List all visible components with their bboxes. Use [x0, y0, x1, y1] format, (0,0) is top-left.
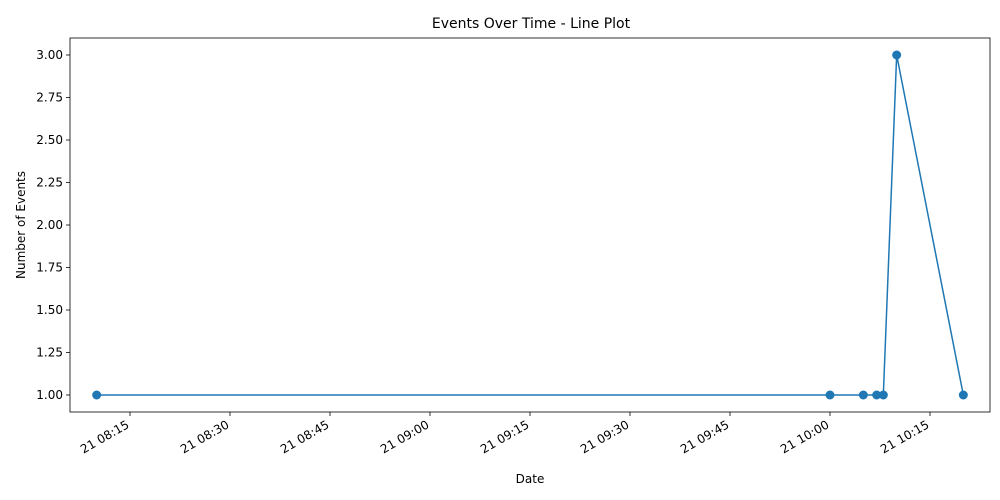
data-point [858, 390, 868, 400]
series-line [96, 54, 965, 396]
x-tick-label: 21 10:00 [778, 417, 831, 456]
data-point [958, 390, 968, 400]
y-axis-title: Number of Events [14, 171, 28, 279]
plot-border [69, 37, 991, 413]
x-tick-label: 21 09:30 [578, 417, 631, 456]
x-tick-label: 21 10:15 [878, 417, 931, 456]
data-point [872, 390, 882, 400]
x-tick-label: 21 08:45 [278, 417, 331, 456]
data-point [892, 50, 902, 60]
data-point [825, 390, 835, 400]
data-point [878, 390, 888, 400]
data-point [92, 390, 102, 400]
x-tick-label: 21 09:45 [678, 417, 731, 456]
y-tick-label: 2.25 [36, 176, 63, 190]
x-tick-label: 21 08:30 [178, 417, 231, 456]
x-tick-label: 21 09:00 [378, 417, 431, 456]
y-tick-label: 1.50 [36, 303, 63, 317]
chart-title: Events Over Time - Line Plot [432, 16, 631, 32]
y-tick-label: 2.00 [36, 218, 63, 232]
x-axis-title: Date [516, 472, 545, 486]
y-tick-label: 2.50 [36, 133, 63, 147]
y-tick-label: 1.00 [36, 388, 63, 402]
y-tick-label: 2.75 [36, 91, 63, 105]
y-tick-label: 1.25 [36, 346, 63, 360]
y-tick-label: 3.00 [36, 48, 63, 62]
x-tick-label: 21 09:15 [478, 417, 531, 456]
x-tick-label: 21 08:15 [78, 417, 131, 456]
plot-frame [69, 37, 991, 413]
y-axis: 1.00 1.25 1.50 1.75 2.00 2.25 2.50 2.75 3.00 [36, 48, 70, 402]
x-axis: 21 08:15 21 08:30 21 08:45 21 09:00 21 09:15… [78, 412, 932, 456]
series-events [92, 50, 968, 400]
y-tick-label: 1.75 [36, 261, 63, 275]
